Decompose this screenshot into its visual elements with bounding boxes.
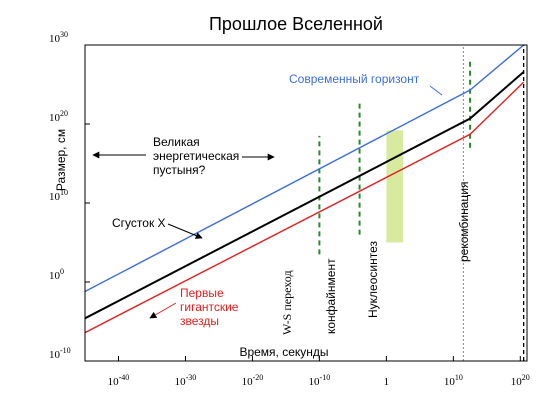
recombination-label: рекомбинация (457, 182, 471, 262)
x-tick-label: 1020 (511, 373, 530, 388)
stars-arrow (149, 302, 177, 319)
stars-label: Первые гигантские звезды (180, 286, 242, 328)
stars-line-3: звезды (180, 314, 219, 328)
ws-transition-label: W-S переход (280, 270, 294, 335)
x-tick-label: 10-10 (309, 373, 331, 388)
x-axis-label: Время, секунды (239, 345, 328, 359)
nucleosynthesis-label: Нуклеосинтез (366, 240, 380, 318)
nucleosynthesis-band (386, 130, 404, 243)
horizon-arrow (429, 85, 443, 96)
confinement-label: конфайнмент (324, 258, 338, 334)
horizon-label: Современный горизонт (289, 72, 420, 86)
clump-arrow (167, 223, 203, 239)
y-tick-label: 100 (49, 267, 64, 282)
x-tick-label: 10-30 (175, 373, 197, 388)
x-tick-label: 1 (384, 376, 390, 388)
desert-line-3: пустыня? (153, 163, 206, 177)
clump-label: Сгусток X (112, 216, 166, 230)
horizon-line (84, 44, 525, 293)
desert-label: Великая энергетическая пустыня? (153, 135, 243, 177)
chart-title: Прошлое Вселенной (209, 14, 383, 34)
y-tick-label: 10-10 (49, 346, 71, 361)
stars-line-1: Первые (180, 286, 224, 300)
y-axis-label: Размер, см (54, 129, 68, 191)
y-tick-label: 1030 (49, 30, 68, 45)
x-tick-label: 10-20 (242, 373, 264, 388)
x-tick-label: 10-40 (108, 373, 130, 388)
x-tick-label: 1010 (444, 373, 463, 388)
desert-line-1: Великая (153, 135, 200, 149)
stars-line-2: гигантские (180, 300, 239, 314)
first-stars-line (84, 81, 525, 334)
clump-x-line (84, 71, 525, 320)
y-tick-label: 1020 (49, 109, 68, 124)
desert-line-2: энергетическая (153, 149, 239, 163)
